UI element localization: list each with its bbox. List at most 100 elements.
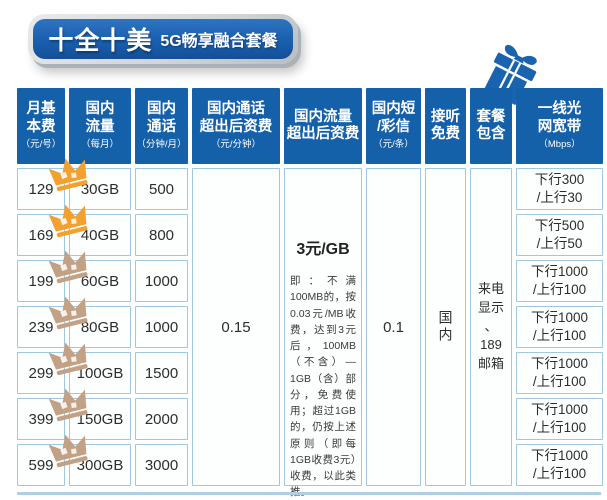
header-unit: （元/号） [20,139,62,151]
title-badge: 十全十美 5G畅享融合套餐 [28,14,298,64]
header-label: 网宽带 [537,118,582,135]
merged-answer-free-cell: 国内 [425,168,466,486]
data-allowance-value: 30GB [80,180,120,198]
data-overage-rate: 3元/GB [296,241,350,258]
data-allowance-value: 100GB [76,364,124,382]
cell-data-allowance: 100GB [48,342,131,394]
package-line: 189 [480,337,502,353]
answer-free-scope: 国内 [437,310,454,344]
header-unit: （每月） [80,139,119,151]
data-allowance-value: 80GB [80,318,120,336]
col-header-data-overage: 国内流量 超出后资费 [284,88,362,164]
plan-subtitle: 5G畅享融合套餐 [160,33,278,50]
cell-call-minutes: 2000 [135,398,188,440]
broadband-up: /上行100 [532,282,587,297]
cell-monthly-fee: 299 [17,352,65,394]
cell-monthly-fee: 399 [17,398,65,440]
header-label: 国内通话 [207,101,265,118]
cell-monthly-fee: 169 [17,214,65,256]
package-line: 、 [484,318,498,334]
cell-monthly-fee: 129 [17,168,65,210]
cell-data-allowance: 40GB [48,204,131,256]
cell-call-minutes: 500 [135,168,188,210]
package-includes: 来电 显示 、 189 邮箱 [478,280,504,374]
cell-call-minutes: 1500 [135,352,188,394]
package-line: 显示 [477,299,504,315]
header-label: 流量 [85,118,115,135]
col-header-calls: 国内 通话 （分钟/月） [135,88,188,164]
broadband-down: 下行500 [534,218,585,234]
header-label: 超出后资费 [199,118,273,135]
broadband-up: /上行100 [532,374,587,389]
header-unit: （Mbps） [538,139,581,151]
cell-data-allowance: 150GB [48,388,131,440]
header-label: 国内 [147,101,176,118]
merged-sms-cell: 0.1 [366,168,421,486]
package-line: 邮箱 [477,356,504,372]
plans-table: 月基 本费 （元/号） 国内 流量 （每月） 国内 通话 （分钟/月） 国内通话… [17,88,603,498]
header-label: 包含 [476,126,506,142]
cell-call-minutes: 3000 [135,444,188,486]
col-header-package: 套餐 包含 [470,88,512,164]
header-label: /彩信 [376,118,411,135]
cell-broadband: 下行1000 /上行100 [516,306,603,348]
col-header-broadband: 一线光 网宽带 （Mbps） [516,88,603,164]
merged-package-cell: 来电 显示 、 189 邮箱 [470,168,512,486]
header-label: 月基 [26,101,56,118]
cell-broadband: 下行1000 /上行100 [516,444,603,486]
broadband-up: /上行100 [532,420,587,435]
header-label: 接听 [431,108,460,125]
cell-broadband: 下行1000 /上行100 [516,260,603,302]
col-header-monthly-fee: 月基 本费 （元/号） [17,88,65,164]
cell-broadband: 下行1000 /上行100 [516,352,603,394]
header-label: 一线光 [537,101,582,118]
header-label: 国内 [85,101,115,118]
data-allowance-value: 300GB [76,456,124,474]
cell-call-minutes: 1000 [135,260,188,302]
broadband-up: /上行30 [536,190,583,205]
package-line: 来电 [477,280,504,296]
cell-data-allowance: 300GB [48,434,131,486]
cell-monthly-fee: 239 [17,306,65,348]
header-label: 套餐 [476,108,506,125]
cell-monthly-fee: 199 [17,260,65,302]
cell-data-allowance: 60GB [48,250,131,302]
cell-call-minutes: 1000 [135,306,188,348]
title-badge-inner: 十全十美 5G畅享融合套餐 [33,19,293,59]
broadband-down: 下行1000 [530,448,589,464]
broadband-down: 下行1000 [530,356,589,372]
data-allowance-value: 150GB [76,410,124,428]
table-bottom-edge [17,492,601,495]
broadband-down: 下行1000 [530,264,589,280]
col-header-sms: 国内短 /彩信 （元/条） [366,88,421,164]
col-header-data: 国内 流量 （每月） [69,88,131,164]
header-label: 通话 [147,118,176,135]
plan-title: 十全十美 [48,27,153,55]
cell-data-allowance: 30GB [48,158,131,210]
cell-broadband: 下行1000 /上行100 [516,398,603,440]
cell-monthly-fee: 599 [17,444,65,486]
header-label: 本费 [26,118,56,135]
cell-broadband: 下行500 /上行50 [516,214,603,256]
merged-call-overage-cell: 0.15 [192,168,280,486]
cell-broadband: 下行300 /上行30 [516,168,603,210]
header-unit: （元/条） [373,139,414,151]
header-label: 国内流量 [294,108,352,125]
col-header-answer-free: 接听 免费 [425,88,466,164]
header-unit: （分钟/月） [136,139,187,151]
data-allowance-value: 40GB [80,226,120,244]
header-label: 超出后资费 [286,126,360,142]
data-allowance-value: 60GB [80,272,120,290]
header-unit: （元/分钟） [210,139,262,151]
header-label: 免费 [431,126,460,142]
broadband-down: 下行300 [534,172,585,188]
header-label: 国内短 [371,101,416,118]
broadband-up: /上行50 [536,236,583,251]
data-overage-note: 即：不满100MB的，按0.03元/MB收费，达到3元后，100MB（不含）—1… [290,275,356,498]
cell-data-allowance: 80GB [48,296,131,348]
broadband-up: /上行100 [532,328,587,343]
merged-data-overage-cell: 3元/GB 即：不满100MB的，按0.03元/MB收费，达到3元后，100MB… [284,168,362,498]
broadband-up: /上行100 [532,466,587,481]
col-header-call-overage: 国内通话 超出后资费 （元/分钟） [192,88,280,164]
